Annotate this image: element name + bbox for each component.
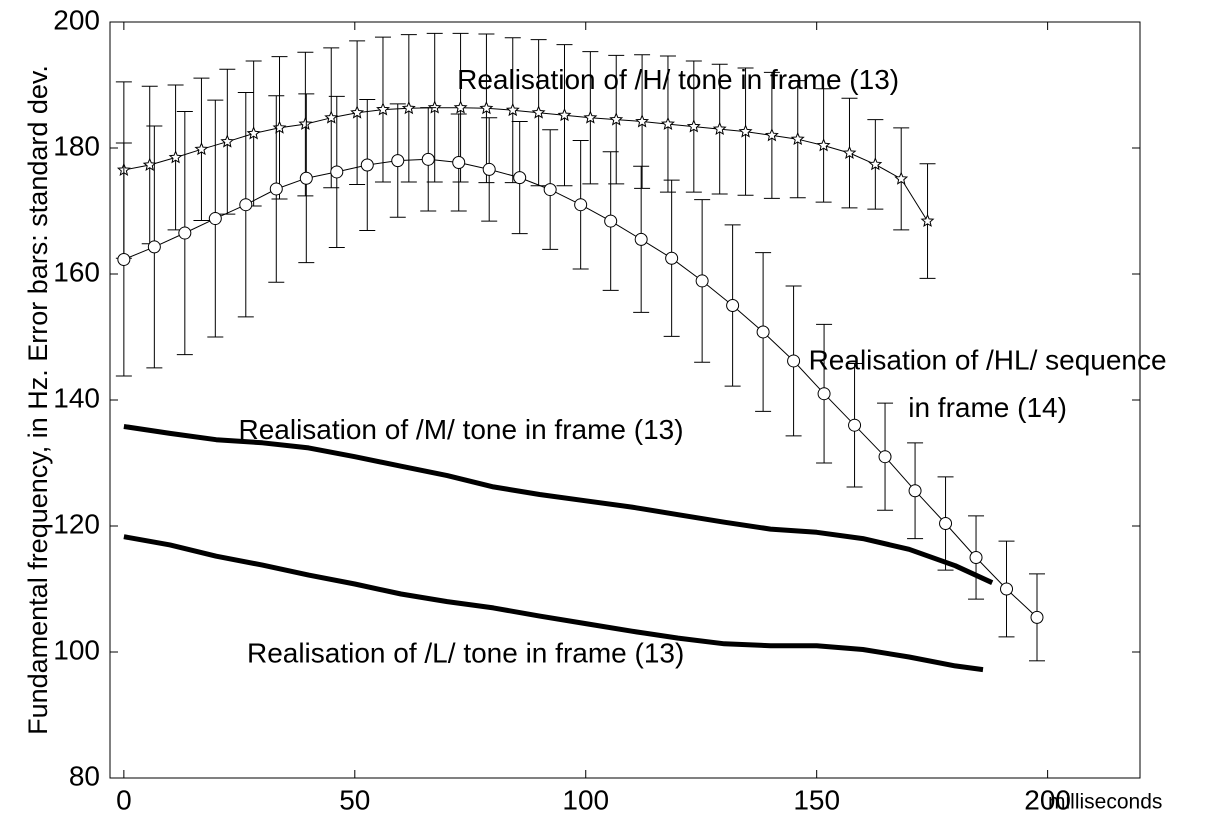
point (894, 171, 909, 185)
point (360, 158, 374, 172)
point (969, 551, 983, 564)
point (194, 141, 209, 156)
annotation: Realisation of /L/ tone in frame (13) (247, 638, 684, 669)
point (324, 110, 339, 124)
point (482, 162, 496, 176)
y-tick-label: 140 (53, 382, 100, 413)
point (208, 212, 222, 226)
point (842, 145, 857, 159)
x-tick-label: 50 (339, 784, 370, 815)
point (1030, 610, 1044, 624)
point (634, 232, 648, 246)
point (421, 152, 435, 166)
series-line (123, 424, 994, 585)
point (878, 450, 892, 464)
y-tick-label: 200 (53, 4, 100, 35)
point (756, 325, 770, 339)
x-tick-label: 200 (1024, 784, 1071, 815)
point (939, 516, 953, 530)
x-tick-label: 150 (793, 784, 840, 815)
point (583, 110, 598, 124)
point (738, 124, 753, 138)
point (604, 214, 618, 228)
point (848, 418, 862, 432)
point (505, 102, 520, 117)
point (557, 107, 572, 122)
annotation: Realisation of /HL/ sequence (809, 345, 1167, 376)
y-tick-label: 80 (69, 760, 100, 791)
point (635, 114, 650, 128)
point (665, 251, 679, 265)
point (712, 121, 727, 136)
x-tick-label: 100 (562, 784, 609, 815)
point (817, 387, 831, 401)
x-tick-label: 0 (116, 784, 132, 815)
point (574, 198, 588, 212)
point (299, 171, 313, 185)
point (726, 299, 740, 312)
point (269, 182, 283, 196)
point (816, 138, 831, 152)
point (246, 126, 261, 140)
annotation: Realisation of /H/ tone in frame (13) (457, 64, 899, 95)
y-tick-label: 120 (53, 508, 100, 539)
point (686, 119, 701, 133)
x-axis-label: milliseconds (1048, 791, 1162, 814)
point (147, 240, 161, 254)
point (908, 484, 922, 498)
annotation: Realisation of /M/ tone in frame (13) (238, 414, 683, 445)
point (142, 157, 157, 171)
point (920, 213, 935, 227)
series-line (123, 534, 984, 673)
point (272, 120, 287, 134)
point (764, 128, 779, 142)
y-tick-label: 100 (53, 634, 100, 665)
point (531, 105, 546, 119)
point (513, 171, 527, 185)
point (479, 101, 494, 115)
point (660, 116, 675, 130)
point (452, 155, 466, 169)
point (220, 134, 235, 148)
point (1000, 582, 1014, 596)
point (609, 112, 624, 126)
point (543, 183, 557, 197)
point (376, 102, 390, 116)
y-tick-label: 180 (53, 130, 100, 161)
point (178, 226, 192, 240)
point (391, 154, 405, 168)
point (427, 100, 442, 114)
point (453, 100, 468, 114)
point (330, 165, 344, 179)
point (401, 100, 416, 115)
point (868, 157, 883, 171)
point (350, 105, 365, 119)
annotation: in frame (14) (908, 392, 1067, 423)
point (117, 253, 131, 267)
point (239, 198, 253, 212)
y-tick-label: 160 (53, 256, 100, 287)
point (787, 354, 801, 368)
point (168, 150, 183, 164)
point (298, 116, 313, 130)
y-axis-label: Fundamental frequency, in Hz. Error bars… (23, 65, 53, 735)
point (790, 131, 805, 146)
point (695, 274, 709, 288)
